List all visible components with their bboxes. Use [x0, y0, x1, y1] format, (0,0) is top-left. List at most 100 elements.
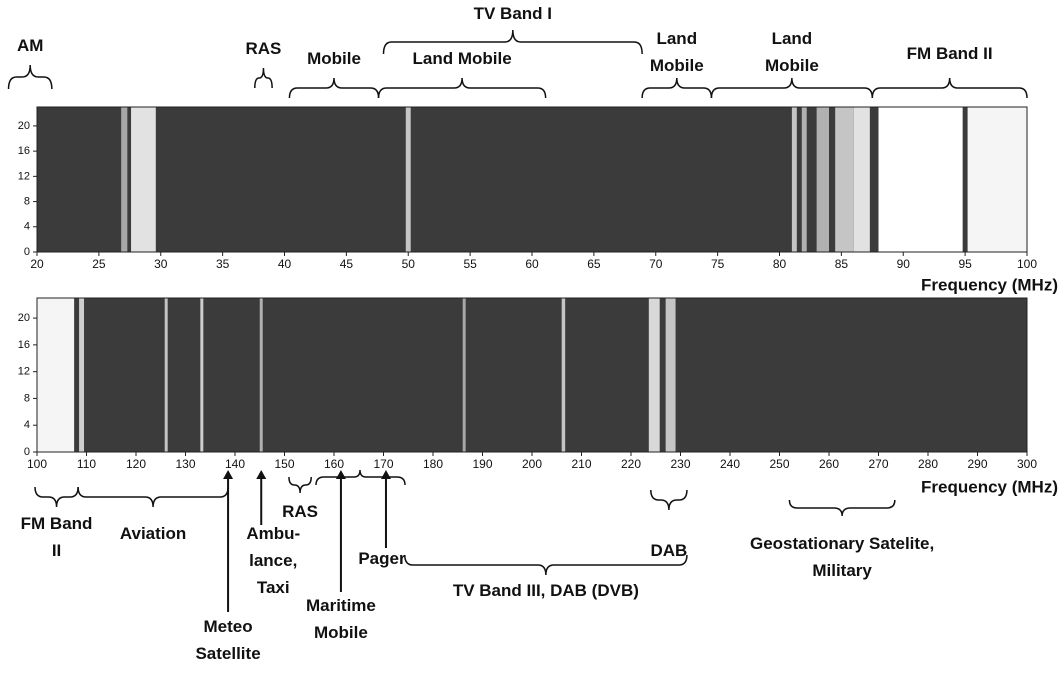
signal-band	[835, 107, 854, 252]
arrow-head	[223, 470, 234, 479]
y-tick-label: 16	[18, 339, 30, 351]
signal-band	[967, 107, 1027, 252]
x-tick-label: 120	[126, 457, 146, 471]
label-line: Satellite	[195, 644, 260, 663]
annotation-label: RAS	[246, 39, 282, 58]
x-tick-label: 90	[897, 257, 911, 271]
brace	[641, 77, 713, 99]
brace	[710, 77, 874, 99]
brace	[77, 486, 229, 508]
y-tick-label: 20	[18, 120, 30, 132]
signal-band	[200, 298, 204, 452]
signal-band	[121, 107, 128, 252]
annotation-label: Ambu-lance, Taxi	[246, 524, 300, 597]
x-tick-label: 60	[525, 257, 539, 271]
brace	[7, 64, 53, 90]
y-tick-label: 4	[24, 419, 30, 431]
x-tick-label: 35	[216, 257, 230, 271]
x-tick-label: 260	[819, 457, 839, 471]
x-tick-label: 150	[274, 457, 294, 471]
y-tick-label: 12	[18, 170, 30, 182]
arrow-head	[256, 470, 267, 479]
label-line: Mobile	[307, 49, 361, 68]
label-line: Taxi	[257, 578, 290, 597]
annotation-label: Mobile	[307, 49, 361, 68]
x-tick-label: 280	[918, 457, 938, 471]
x-tick-label: 180	[423, 457, 443, 471]
x-tick-label: 70	[649, 257, 663, 271]
label-line: TV Band III, DAB (DVB)	[453, 581, 639, 600]
label-line: Land Mobile	[412, 49, 511, 68]
annotation-label: RAS	[282, 502, 318, 521]
label-line: Aviation	[120, 524, 186, 543]
label-line: RAS	[282, 502, 318, 521]
arrow-head	[380, 470, 391, 479]
brace	[377, 77, 547, 99]
signal-band	[79, 298, 85, 452]
signal-band	[561, 298, 566, 452]
y-tick-label: 8	[24, 195, 30, 207]
x-tick-label: 40	[278, 257, 292, 271]
label-line: Land	[656, 29, 697, 48]
label-line: Maritime	[306, 596, 376, 615]
y-tick-label: 16	[18, 145, 30, 157]
brace	[404, 554, 688, 576]
annotation-label: Meteo Satellite	[195, 617, 260, 663]
signal-band	[878, 107, 963, 252]
label-line: Mobile	[314, 623, 368, 642]
y-tick-label: 8	[24, 392, 30, 404]
label-line: DAB	[650, 541, 687, 560]
label-line: AM	[17, 36, 43, 55]
x-tick-label: 65	[587, 257, 601, 271]
signal-band	[801, 107, 807, 252]
y-tick-label: 4	[24, 221, 30, 233]
label-line: Meteo	[204, 617, 253, 636]
label-line: Military	[812, 561, 872, 580]
signal-band	[648, 298, 660, 452]
annotation-label: AM	[17, 36, 43, 55]
x-tick-label: 110	[77, 457, 96, 471]
arrow-head	[335, 470, 346, 479]
label-line: Land	[772, 29, 813, 48]
annotation-label: Land Mobile	[765, 29, 819, 75]
x-tick-label: 170	[373, 457, 393, 471]
label-line: RAS	[246, 39, 282, 58]
x-tick-label: 80	[773, 257, 787, 271]
label-line: Geostationary Satelite,	[750, 534, 934, 553]
brace	[34, 486, 79, 508]
x-tick-label: 130	[175, 457, 195, 471]
x-axis-label: Frequency (MHz)	[921, 275, 1058, 294]
x-axis-label: Frequency (MHz)	[921, 477, 1058, 496]
signal-band	[164, 298, 168, 452]
label-line: FM Band II	[907, 44, 993, 63]
x-tick-label: 50	[402, 257, 416, 271]
brace	[315, 469, 406, 486]
label-line: Mobile	[765, 56, 819, 75]
brace	[288, 77, 380, 99]
annotation-label: TV Band I	[474, 4, 552, 23]
x-tick-label: 30	[154, 257, 168, 271]
signal-band	[853, 107, 870, 252]
x-tick-label: 250	[769, 457, 789, 471]
x-tick-label: 45	[340, 257, 354, 271]
plot-background	[37, 298, 1027, 452]
annotation-label: Maritime Mobile	[306, 596, 376, 642]
label-line: lance,	[249, 551, 297, 570]
annotation-label: TV Band III, DAB (DVB)	[453, 581, 639, 600]
brace	[288, 476, 312, 494]
y-tick-label: 0	[24, 446, 30, 458]
signal-band	[816, 107, 829, 252]
x-tick-label: 220	[621, 457, 641, 471]
brace	[382, 29, 643, 55]
brace	[788, 499, 896, 517]
x-tick-label: 230	[670, 457, 690, 471]
annotation-label: Aviation	[120, 524, 186, 543]
signal-band	[259, 298, 263, 452]
signal-band	[462, 298, 466, 452]
x-tick-label: 160	[324, 457, 344, 471]
brace	[650, 489, 688, 511]
x-tick-label: 300	[1017, 457, 1037, 471]
signal-band	[131, 107, 156, 252]
label-line: II	[52, 541, 61, 560]
x-tick-label: 200	[522, 457, 542, 471]
